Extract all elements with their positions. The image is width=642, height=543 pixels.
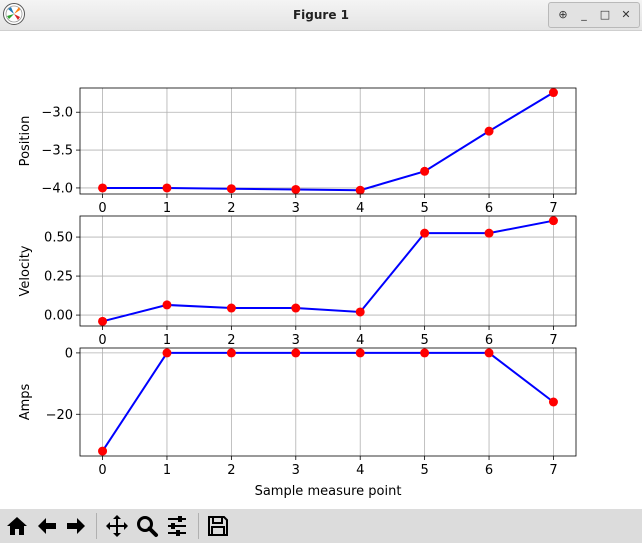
data-point (484, 228, 494, 238)
data-point (420, 228, 430, 238)
y-tick-label: 0.25 (44, 270, 73, 285)
x-tick-label: 5 (420, 201, 428, 216)
x-tick-label: 4 (356, 333, 364, 348)
y-tick-label: 0.00 (44, 309, 73, 324)
zoom-button[interactable] (134, 513, 160, 539)
data-point (291, 348, 301, 358)
data-point (484, 126, 494, 136)
home-icon (7, 517, 27, 535)
data-point (226, 303, 236, 313)
configure-subplots-button[interactable] (164, 513, 190, 539)
close-button[interactable]: ✕ (621, 8, 631, 21)
arrow-left-icon (38, 518, 56, 534)
x-tick-label: 7 (549, 463, 557, 478)
data-point (355, 348, 365, 358)
data-point (420, 348, 430, 358)
data-point (162, 183, 172, 193)
x-tick-label: 0 (98, 463, 106, 478)
x-tick-label: 4 (356, 463, 364, 478)
x-tick-label: 5 (420, 463, 428, 478)
data-point (226, 184, 236, 194)
floppy-disk-icon (208, 516, 228, 536)
x-tick-label: 2 (227, 333, 235, 348)
y-tick-label: 0.50 (44, 231, 73, 246)
x-tick-label: 6 (485, 333, 493, 348)
app-icon (3, 3, 25, 25)
x-tick-label: 5 (420, 333, 428, 348)
home-button[interactable] (4, 513, 30, 539)
window-titlebar: Figure 1 ⊕ _ □ ✕ (0, 0, 642, 31)
x-tick-label: 6 (485, 201, 493, 216)
axes-frame (79, 347, 577, 457)
window-title: Figure 1 (292, 8, 350, 22)
sliders-icon (168, 516, 186, 536)
series-line (101, 351, 555, 452)
data-point (162, 348, 172, 358)
data-point (548, 397, 558, 407)
data-point (98, 316, 108, 326)
data-point (291, 303, 301, 313)
data-point (355, 185, 365, 195)
data-point (548, 216, 558, 226)
maximize-button[interactable]: □ (599, 8, 611, 21)
data-point (420, 166, 430, 176)
y-tick-label: −20 (46, 408, 73, 423)
arrow-right-icon (67, 518, 85, 534)
x-tick-label: 3 (292, 463, 300, 478)
y-axis-label: Amps (18, 383, 33, 420)
data-point (484, 348, 494, 358)
figure-canvas[interactable]: 0 1 2 3 4 5 6 7 −4.0 −3.5 −3.0 Position 0 1 2 3 4 5 6 7 0.00… (0, 31, 642, 509)
x-tick-label: 0 (98, 333, 106, 348)
data-point (98, 183, 108, 193)
series-line (102, 91, 554, 192)
y-axis-label: Velocity (18, 245, 33, 296)
forward-button[interactable] (63, 513, 89, 539)
x-tick-label: 7 (549, 201, 557, 216)
window-controls: ⊕ _ □ ✕ (548, 2, 640, 28)
y-tick-label: −3.0 (41, 106, 73, 121)
axes-frame (79, 87, 577, 195)
y-tick-label: 0 (65, 346, 73, 361)
y-tick-label: −3.5 (41, 144, 73, 159)
data-point (162, 300, 172, 310)
move-icon (106, 515, 128, 537)
x-tick-label: 7 (549, 333, 557, 348)
y-tick-label: −4.0 (41, 181, 73, 196)
axes-frame (79, 215, 577, 327)
x-axis-label: Sample measure point (255, 484, 402, 499)
x-tick-label: 0 (98, 201, 106, 216)
toolbar-separator (96, 513, 97, 539)
y-axis-label: Position (18, 116, 33, 167)
x-tick-label: 2 (227, 201, 235, 216)
x-tick-label: 2 (227, 463, 235, 478)
navigation-toolbar (0, 509, 642, 543)
data-point (291, 184, 301, 194)
minimize-button[interactable]: _ (581, 8, 587, 21)
data-point (226, 348, 236, 358)
save-button[interactable] (205, 513, 231, 539)
x-tick-label: 1 (163, 333, 171, 348)
figure-plots: 0 1 2 3 4 5 6 7 −4.0 −3.5 −3.0 Position 0 1 2 3 4 5 6 7 0.00… (18, 87, 577, 499)
data-point (98, 446, 108, 456)
x-tick-label: 1 (163, 201, 171, 216)
x-tick-label: 6 (485, 463, 493, 478)
pin-button[interactable]: ⊕ (558, 8, 568, 21)
x-tick-label: 3 (292, 201, 300, 216)
data-point (548, 88, 558, 98)
x-tick-label: 3 (292, 333, 300, 348)
data-point (355, 307, 365, 317)
series-line (102, 219, 554, 323)
pan-button[interactable] (104, 513, 130, 539)
magnifier-icon (137, 516, 158, 537)
x-tick-label: 4 (356, 201, 364, 216)
x-tick-label: 1 (163, 463, 171, 478)
toolbar-separator (198, 513, 199, 539)
back-button[interactable] (34, 513, 60, 539)
